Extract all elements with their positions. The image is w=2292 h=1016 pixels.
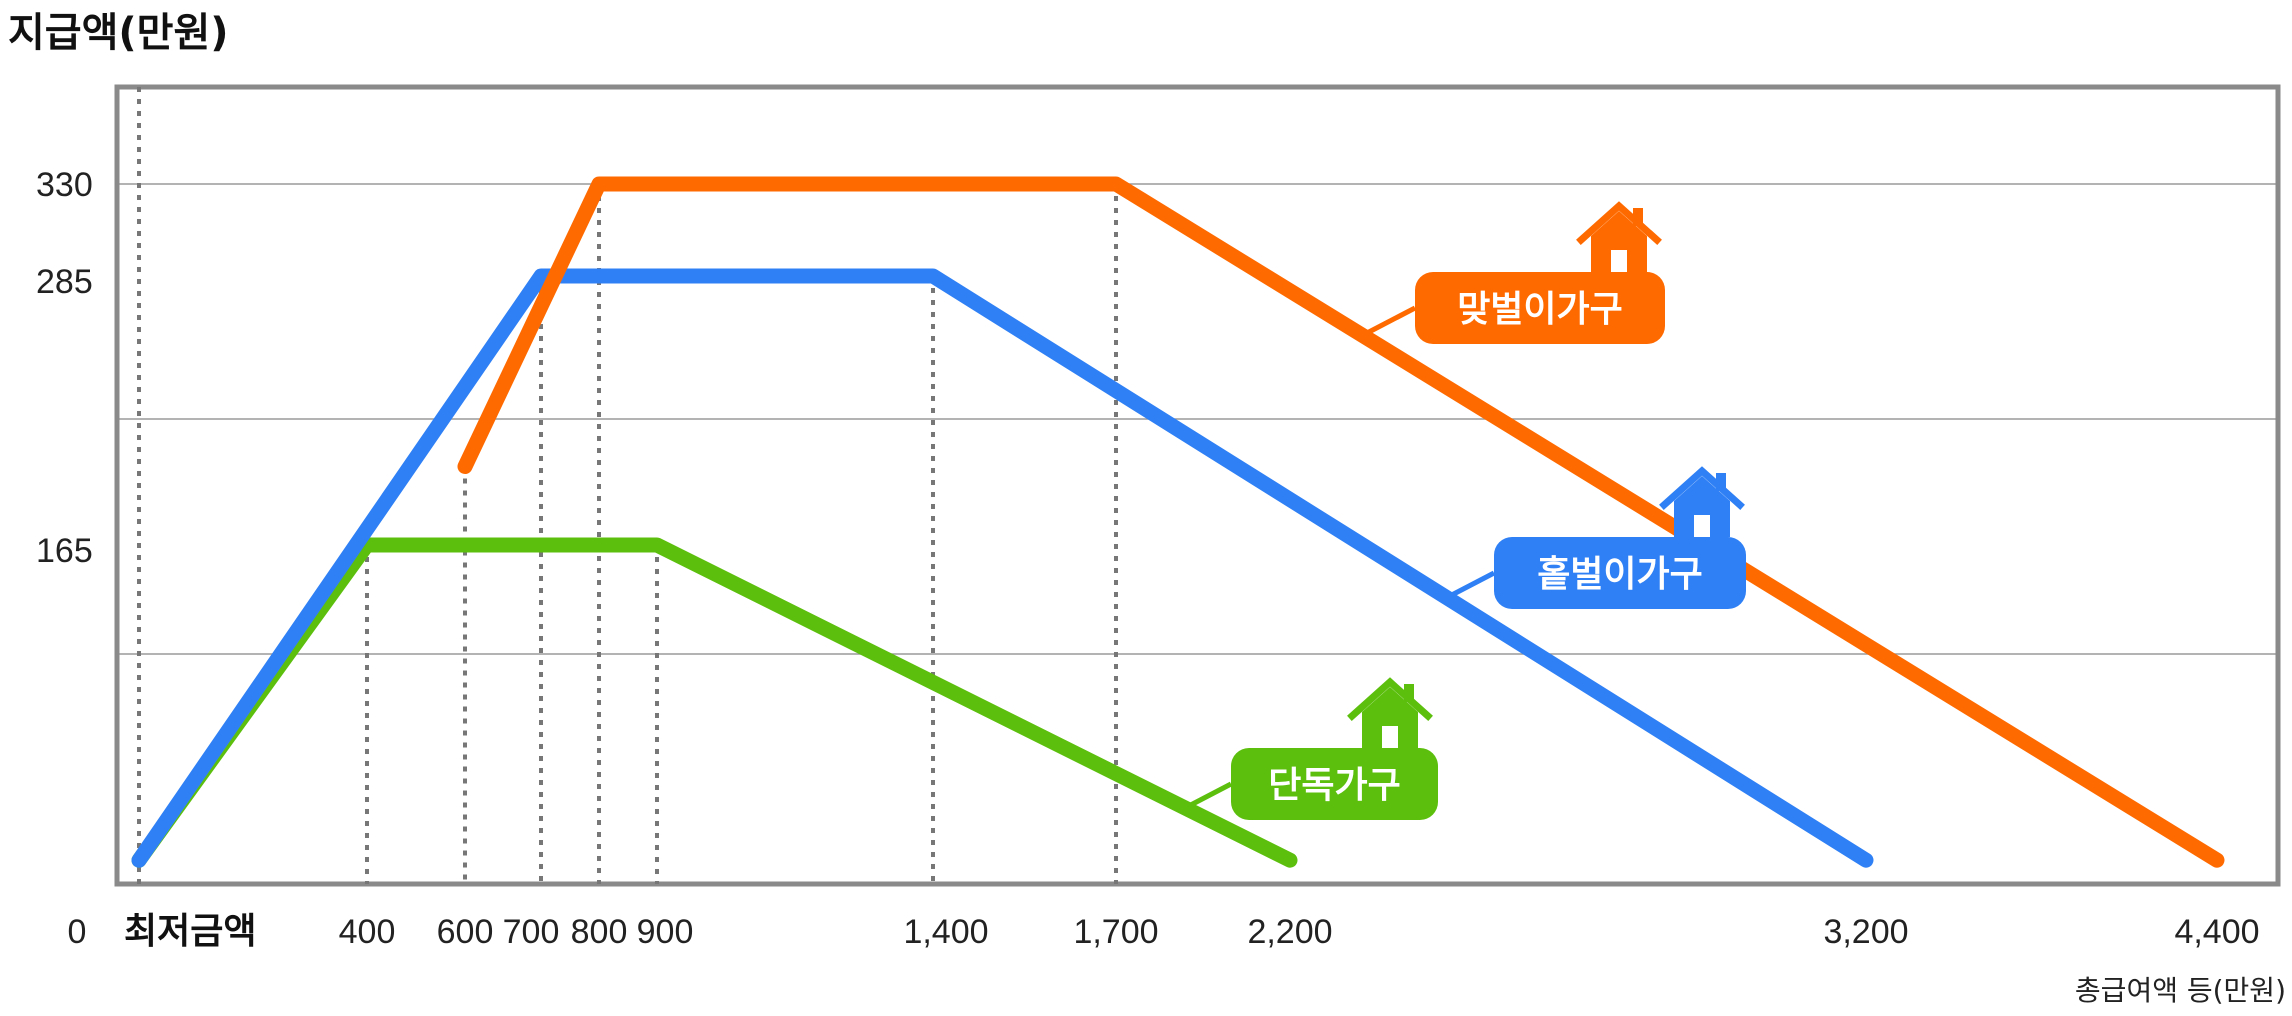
minimum-amount-label: 최저금액 (124, 911, 256, 952)
series-line-2 (131, 268, 1874, 868)
x-tick-label: 1,400 (903, 913, 988, 951)
legend-connector (1181, 781, 1233, 812)
y-tick-label: 165 (36, 532, 93, 570)
x-tick-label: 1,700 (1073, 913, 1158, 951)
x-tick-label: 600 (437, 913, 494, 951)
x-tick-label: 700 (503, 913, 560, 951)
legend-label: 단독가구 (1268, 765, 1400, 806)
legend-connector (1444, 570, 1496, 601)
x-tick-label: 800 (571, 913, 628, 951)
x-tick-label: 0 (68, 913, 87, 951)
x-tick-label: 900 (637, 913, 694, 951)
series-line-1 (457, 176, 2225, 868)
plot-frame (114, 84, 2281, 887)
legend-label: 홑벌이가구 (1537, 554, 1703, 595)
legend-badge (1494, 537, 1746, 609)
x-tick-label: 4,400 (2174, 913, 2259, 951)
legend-connector (1365, 305, 1417, 336)
legend-badge (1231, 748, 1438, 820)
y-axis-title: 지급액(만원) (8, 10, 229, 56)
y-tick-label: 330 (36, 166, 93, 204)
house-icon (1576, 201, 1662, 272)
x-axis-title: 총급여액 등(만원) (2075, 974, 2286, 1007)
house-icon (1347, 677, 1433, 748)
y-tick-label: 285 (36, 263, 93, 301)
legend-badge (1415, 272, 1665, 344)
legend-label: 맞벌이가구 (1457, 289, 1623, 330)
x-tick-label: 2,200 (1247, 913, 1332, 951)
x-tick-label: 3,200 (1823, 913, 1908, 951)
house-icon (1659, 466, 1745, 537)
x-tick-label: 400 (339, 913, 396, 951)
